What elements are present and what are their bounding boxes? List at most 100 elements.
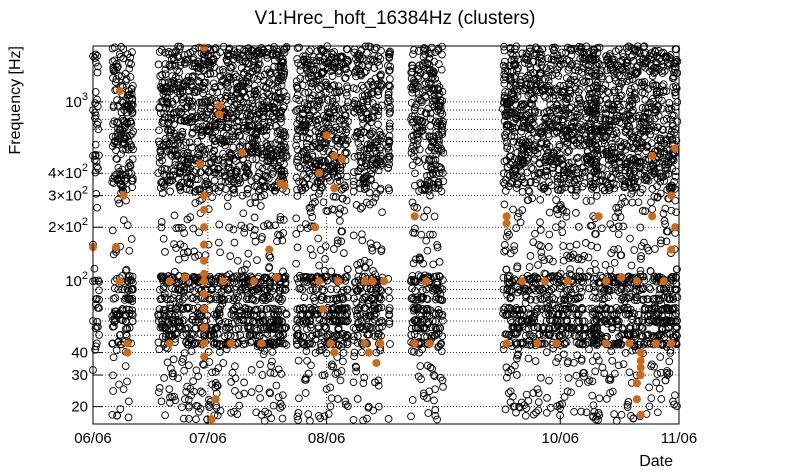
data-point-bg [227, 310, 236, 319]
data-point-bg [240, 228, 249, 237]
data-point-bg [121, 266, 130, 275]
data-point-bg [121, 362, 130, 370]
data-point-bg [194, 284, 203, 293]
data-point-bg [211, 368, 220, 376]
data-point-bg [169, 324, 178, 333]
data-point-bg [245, 122, 254, 131]
data-point-bg [246, 306, 255, 315]
data-point-bg [231, 132, 240, 141]
data-point-bg [276, 114, 285, 123]
data-point-bg [111, 137, 119, 146]
data-point-bg [216, 72, 225, 81]
data-point-bg [214, 155, 222, 164]
data-point-bg [241, 57, 250, 66]
data-point-bg [211, 140, 219, 149]
data-point-bg [127, 119, 136, 128]
data-point-bg [264, 79, 273, 88]
data-point-bg [264, 44, 273, 53]
data-point-bg [122, 265, 131, 274]
data-point-bg [250, 213, 259, 222]
data-point-bg [275, 93, 283, 102]
data-point-bg [155, 48, 164, 56]
data-point-bg [127, 169, 136, 178]
data-point-bg [239, 274, 248, 283]
data-point-bg [156, 285, 164, 294]
data-point-bg [118, 126, 127, 134]
data-point-bg [155, 104, 163, 112]
data-point-bg [232, 79, 241, 88]
data-point-bg [201, 331, 210, 340]
data-point-bg [278, 285, 287, 294]
data-point-bg [180, 349, 189, 357]
data-point-bg [160, 97, 168, 106]
data-point-bg [261, 296, 270, 305]
data-point-bg [195, 196, 204, 205]
data-point-bg [93, 318, 102, 326]
data-points [88, 42, 682, 425]
data-point-bg [114, 195, 122, 204]
data-point-bg [253, 256, 261, 264]
data-point-bg [216, 303, 225, 311]
data-point-bg [108, 339, 117, 348]
data-point-bg [259, 182, 268, 191]
data-point-bg [268, 348, 277, 356]
data-point-bg [155, 103, 164, 111]
data-point-bg [185, 186, 194, 194]
data-point-bg [122, 305, 131, 314]
data-point-bg [199, 81, 208, 90]
data-point-bg [165, 171, 174, 180]
data-point-bg [178, 403, 186, 412]
data-point-bg [192, 166, 200, 174]
data-point-bg [172, 224, 181, 232]
data-point-bg [158, 151, 166, 159]
data-point-bg [280, 339, 289, 348]
data-point-bg [280, 324, 289, 333]
data-point-bg [259, 222, 268, 230]
data-point-bg [218, 135, 227, 143]
data-point-bg [157, 46, 166, 54]
data-point-bg [174, 224, 183, 232]
data-point-bg [189, 154, 198, 163]
data-point-bg [231, 90, 240, 99]
data-point-bg [194, 251, 203, 260]
data-point-bg [160, 170, 168, 179]
data-point-bg [240, 389, 249, 398]
data-point-bg [237, 285, 246, 293]
data-point-bg [199, 360, 207, 368]
data-point-bg [216, 406, 225, 415]
data-point-bg [174, 139, 182, 148]
data-point-bg [216, 183, 225, 191]
data-point-bg [231, 167, 240, 176]
data-point-bg [274, 330, 283, 339]
data-point-bg [246, 199, 255, 207]
data-point-bg [166, 187, 174, 196]
data-point-bg [275, 293, 284, 302]
data-point-bg [257, 310, 265, 318]
data-point-bg [128, 48, 136, 56]
data-point-bg [110, 310, 118, 318]
data-point-bg [217, 319, 226, 328]
data-point-bg [251, 87, 260, 95]
data-point-bg [261, 83, 270, 92]
data-point-bg [265, 284, 274, 292]
data-point-bg [227, 92, 236, 101]
data-point-bg [164, 113, 173, 122]
data-point-bg [219, 149, 227, 158]
data-point-bg [189, 377, 197, 385]
data-point-bg [91, 88, 100, 96]
data-point-bg [250, 226, 259, 234]
data-point-bg [243, 189, 251, 198]
data-point-bg [282, 42, 291, 51]
data-point-bg [124, 413, 133, 422]
data-point-bg [253, 285, 262, 294]
data-point-bg [127, 141, 135, 149]
data-point-bg [260, 273, 269, 282]
data-point-bg [185, 401, 193, 410]
data-point-bg [230, 186, 238, 194]
data-point-bg [225, 44, 234, 53]
data-point-bg [186, 48, 195, 57]
data-point-bg [115, 380, 123, 389]
data-point-bg [226, 169, 234, 178]
data-point-bg [178, 86, 187, 95]
data-point-bg [218, 77, 226, 86]
